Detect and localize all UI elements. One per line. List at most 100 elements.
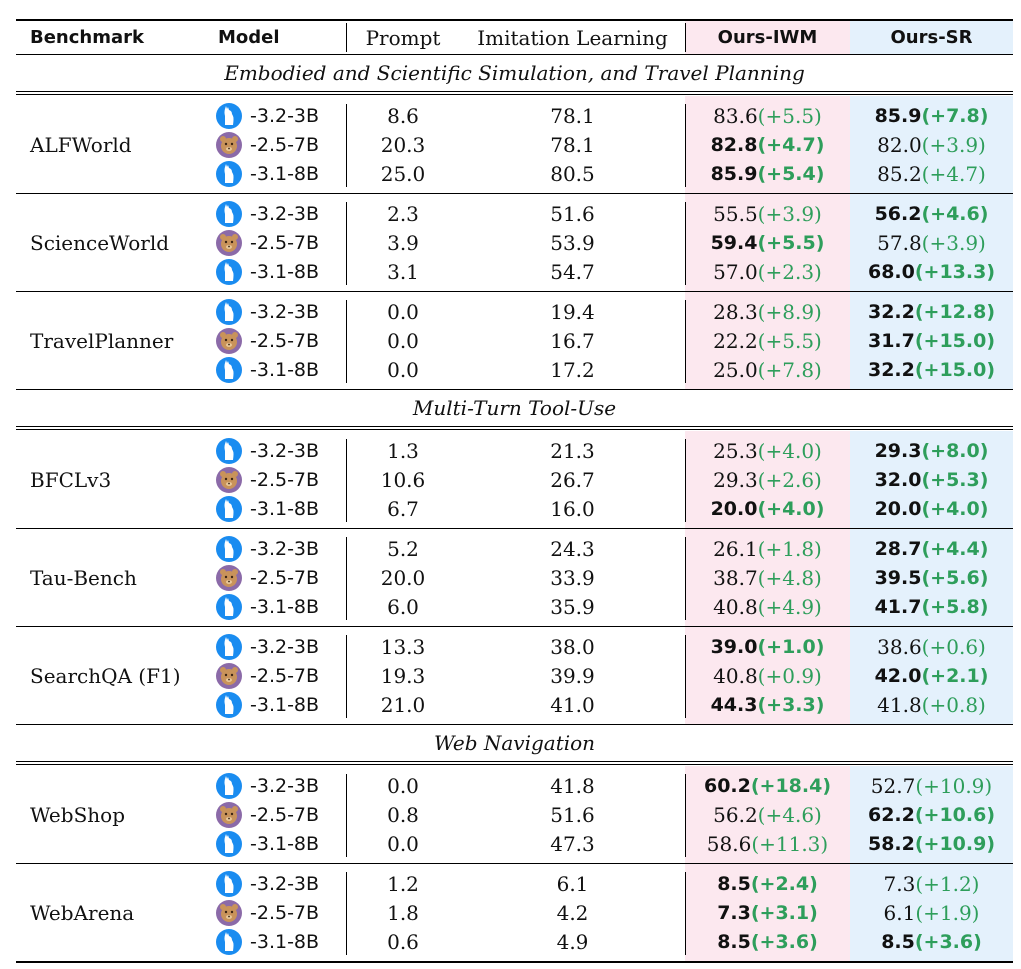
iwm-value-cell: 40.8 (+0.9) <box>685 661 850 690</box>
model-name: -3.1-8B <box>250 595 320 618</box>
imitation-value: 41.0 <box>550 692 595 717</box>
model-name: -3.1-8B <box>250 358 320 381</box>
llama-icon <box>216 536 242 562</box>
sr-gain: (+5.6) <box>921 566 989 589</box>
column-separator <box>685 300 686 383</box>
llama-icon <box>216 299 242 325</box>
sr-gain: (+5.3) <box>921 468 989 491</box>
iwm-score: 29.3 <box>713 467 758 492</box>
iwm-value-cell: 58.6 (+11.3) <box>685 829 850 858</box>
iwm-gain: (+2.3) <box>757 259 822 284</box>
model-name: -2.5-7B <box>250 329 320 352</box>
prompt-value: 6.0 <box>387 594 419 619</box>
sr-value-cell: 31.7 (+15.0) <box>850 326 1013 355</box>
model-name: -2.5-7B <box>250 468 320 491</box>
qwen-bear-icon <box>216 663 242 689</box>
rule-line <box>16 389 1013 390</box>
sr-value-cell: 85.2 (+4.7) <box>850 159 1013 188</box>
iwm-value-cell: 82.8 (+4.7) <box>685 130 850 159</box>
sr-value-cell: 62.2 (+10.6) <box>850 800 1013 829</box>
iwm-score: 44.3 <box>710 693 758 716</box>
prompt-value: 0.0 <box>387 299 419 324</box>
iwm-column-bg <box>685 431 850 528</box>
sr-value-cell: 41.7 (+5.8) <box>850 592 1013 621</box>
sr-score: 57.8 <box>877 230 922 255</box>
column-separator <box>346 300 347 383</box>
iwm-value-cell: 55.5 (+3.9) <box>685 199 850 228</box>
rule-line <box>16 626 1013 627</box>
iwm-gain: (+18.4) <box>750 774 832 797</box>
imitation-value: 41.8 <box>550 773 595 798</box>
sr-gain: (+0.8) <box>921 692 986 717</box>
qwen-bear-icon <box>216 467 242 493</box>
benchmark-name: WebArena <box>30 900 135 925</box>
model-name: -3.2-3B <box>250 635 320 658</box>
llama-icon <box>216 201 242 227</box>
model-name: -3.2-3B <box>250 202 320 225</box>
rule-line <box>16 528 1013 529</box>
sr-score: 7.3 <box>883 871 916 896</box>
iwm-column-bg <box>685 627 850 724</box>
prompt-value: 19.3 <box>380 663 426 688</box>
sr-column-bg <box>850 627 1013 724</box>
sr-value-cell: 32.2 (+12.8) <box>850 297 1013 326</box>
sr-value-cell: 57.8 (+3.9) <box>850 228 1013 257</box>
iwm-gain: (+4.0) <box>757 497 825 520</box>
model-name: -3.1-8B <box>250 260 320 283</box>
sr-score: 41.7 <box>874 595 922 618</box>
imitation-value: 39.9 <box>550 663 595 688</box>
sr-score: 85.2 <box>877 161 922 186</box>
llama-icon <box>216 594 242 620</box>
iwm-gain: (+3.9) <box>757 201 822 226</box>
imitation-value: 19.4 <box>550 299 595 324</box>
rule-line <box>16 94 1013 95</box>
imitation-value: 38.0 <box>550 634 595 659</box>
model-name: -3.1-8B <box>250 930 320 953</box>
sr-score: 62.2 <box>867 803 915 826</box>
iwm-score: 8.5 <box>717 872 751 895</box>
sr-column-bg <box>850 766 1013 863</box>
iwm-score: 22.2 <box>713 328 758 353</box>
results-table: Benchmark Model Prompt Imitation Learning Ou… <box>16 0 1013 969</box>
iwm-score: 82.8 <box>710 133 758 156</box>
iwm-value-cell: 38.7 (+4.8) <box>685 563 850 592</box>
iwm-score: 58.6 <box>706 831 752 856</box>
iwm-value-cell: 8.5 (+2.4) <box>685 869 850 898</box>
prompt-value: 13.3 <box>380 634 426 659</box>
sr-score: 31.7 <box>867 329 915 352</box>
sr-value-cell: 28.7 (+4.4) <box>850 534 1013 563</box>
model-cell: -3.1-8B <box>216 592 346 621</box>
model-name: -2.5-7B <box>250 664 320 687</box>
sr-gain: (+0.6) <box>921 634 986 659</box>
rule-line <box>16 91 1013 92</box>
llama-icon <box>216 831 242 857</box>
iwm-value-cell: 83.6 (+5.5) <box>685 101 850 130</box>
column-separator <box>346 23 347 52</box>
sr-gain: (+4.6) <box>921 202 989 225</box>
llama-icon <box>216 161 242 187</box>
sr-value-cell: 39.5 (+5.6) <box>850 563 1013 592</box>
iwm-score: 56.2 <box>713 802 758 827</box>
iwm-header-bg <box>685 21 850 54</box>
sr-column-bg <box>850 864 1013 961</box>
sr-gain: (+3.9) <box>921 132 986 157</box>
sr-score: 52.7 <box>870 773 916 798</box>
iwm-value-cell: 29.3 (+2.6) <box>685 465 850 494</box>
prompt-value: 6.7 <box>387 496 419 521</box>
prompt-value: 1.3 <box>387 438 419 463</box>
rule-line <box>16 429 1013 430</box>
model-cell: -2.5-7B <box>216 465 346 494</box>
sr-gain: (+15.0) <box>914 329 996 352</box>
iwm-score: 83.6 <box>713 103 758 128</box>
model-cell: -3.1-8B <box>216 494 346 523</box>
model-cell: -3.1-8B <box>216 927 346 956</box>
header-prompt: Prompt <box>365 25 441 50</box>
header-model: Model <box>218 27 280 48</box>
iwm-gain: (+5.5) <box>757 231 825 254</box>
sr-value-cell: 41.8 (+0.8) <box>850 690 1013 719</box>
model-cell: -3.1-8B <box>216 829 346 858</box>
model-name: -3.2-3B <box>250 774 320 797</box>
prompt-value: 3.9 <box>387 230 419 255</box>
iwm-score: 20.0 <box>710 497 758 520</box>
sr-score: 32.0 <box>874 468 922 491</box>
